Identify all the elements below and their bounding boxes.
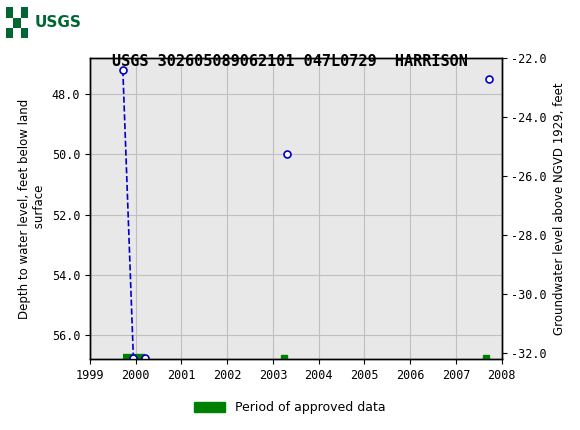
Bar	[6, 7, 13, 18]
Bar	[21, 18, 28, 28]
Y-axis label: Depth to water level, feet below land
 surface: Depth to water level, feet below land su…	[18, 98, 46, 319]
Bar	[13, 28, 21, 38]
Bar	[21, 7, 28, 18]
FancyBboxPatch shape	[6, 4, 75, 41]
Legend: Period of approved data: Period of approved data	[189, 396, 391, 419]
Bar	[13, 7, 21, 18]
Bar	[6, 28, 13, 38]
Bar	[6, 18, 13, 28]
Bar	[21, 28, 28, 38]
Text: USGS 302605089062101 047L0729  HARRISON: USGS 302605089062101 047L0729 HARRISON	[112, 54, 468, 69]
Bar	[13, 18, 21, 28]
Y-axis label: Groundwater level above NGVD 1929, feet: Groundwater level above NGVD 1929, feet	[553, 82, 566, 335]
Text: USGS: USGS	[35, 15, 82, 30]
